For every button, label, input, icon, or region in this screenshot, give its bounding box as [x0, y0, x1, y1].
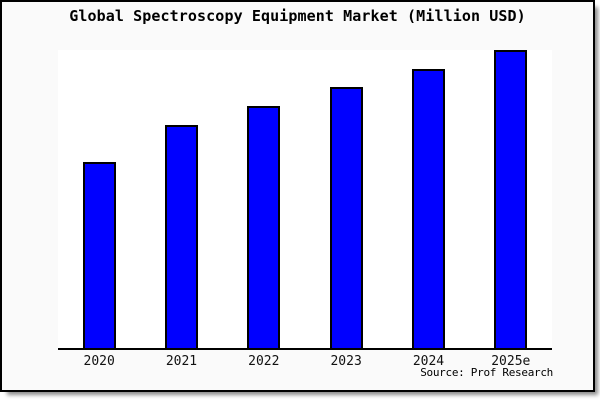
x-tick-label-2021: 2021 — [165, 354, 198, 369]
bar-slot-2020 — [58, 50, 140, 348]
bars-container — [58, 50, 552, 348]
bar-2025e — [494, 50, 528, 348]
bar-2024 — [411, 69, 445, 348]
bar-slot-2023 — [305, 50, 387, 348]
bar-2023 — [329, 87, 363, 348]
chart-card: Global Spectroscopy Equipment Market (Mi… — [0, 0, 595, 392]
bar-2022 — [247, 106, 281, 348]
source-credit: Source: Prof Research — [420, 366, 553, 379]
bar-slot-2022 — [223, 50, 305, 348]
bar-slot-2025e — [470, 50, 552, 348]
bar-2021 — [164, 125, 198, 348]
x-tick-label-2020: 2020 — [83, 354, 115, 369]
x-tick-label-2024: 2024 — [412, 354, 445, 369]
x-tick-label-2022: 2022 — [248, 354, 280, 369]
bar-slot-2021 — [140, 50, 222, 348]
x-tick-label-2025e: 2025e — [491, 354, 531, 369]
bar-slot-2024 — [387, 50, 469, 348]
bar-2020 — [82, 162, 116, 348]
x-tick-label-2023: 2023 — [330, 354, 362, 369]
chart-title: Global Spectroscopy Equipment Market (Mi… — [69, 7, 526, 25]
x-axis-tick-labels: 2020 2021 2022 2023 2024 2025e — [58, 354, 552, 369]
plot-area — [58, 50, 552, 350]
